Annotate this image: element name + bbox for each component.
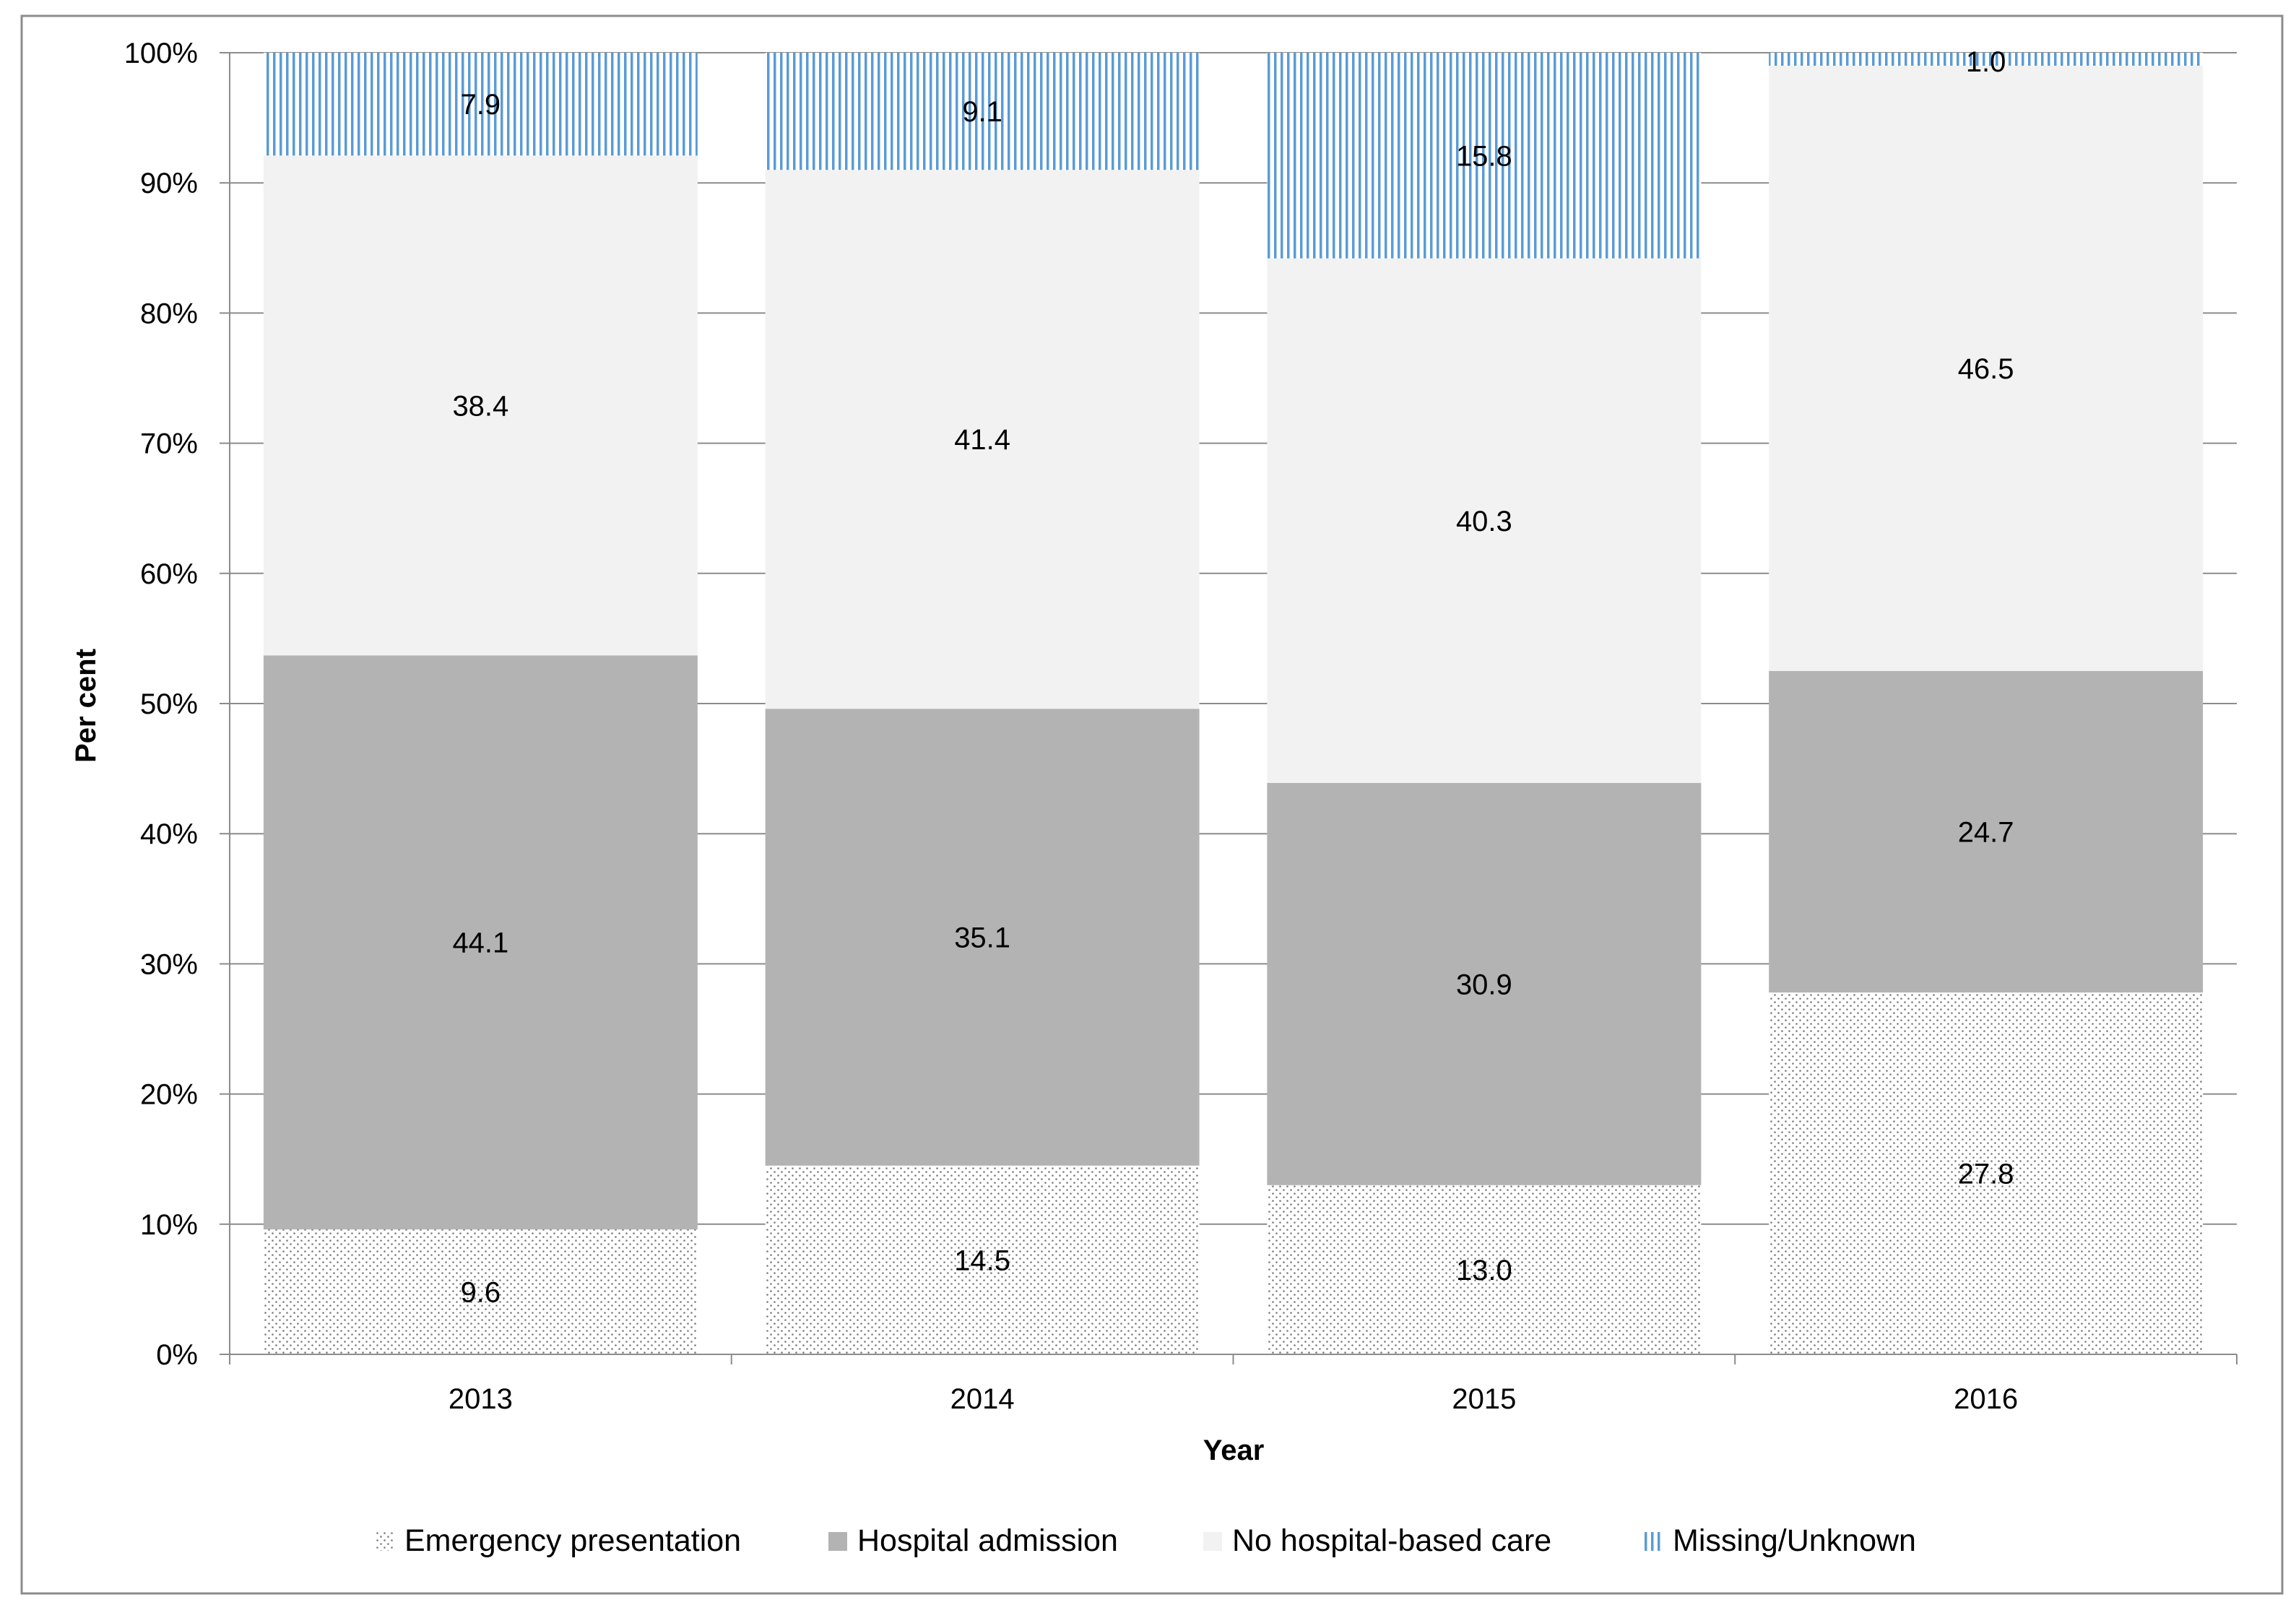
- bar-segment: [1769, 66, 2204, 671]
- data-label: 24.7: [1958, 816, 2014, 848]
- legend-swatch: [1644, 1532, 1663, 1551]
- bar-segment: [1267, 258, 1702, 783]
- data-label: 44.1: [452, 927, 508, 959]
- legend-item: No hospital-based care: [1203, 1523, 1551, 1558]
- y-tick-label: 100%: [124, 38, 198, 69]
- y-tick-label: 60%: [140, 558, 198, 590]
- bar-segment: [765, 53, 1200, 170]
- bar-segment: [1769, 992, 2204, 1354]
- y-tick-label: 20%: [140, 1079, 198, 1111]
- y-tick-label: 40%: [140, 818, 198, 850]
- legend-item: Hospital admission: [828, 1523, 1118, 1558]
- y-tick-label: 90%: [140, 168, 198, 199]
- y-tick-label: 10%: [140, 1209, 198, 1241]
- data-labels: 9.6 44.1 38.4 7.9 14.5 35.1 41.4 9.1 13.0 30.9 40.…: [452, 46, 2014, 1309]
- x-tick-label: 2014: [950, 1383, 1015, 1415]
- legend-item: Missing/Unknown: [1644, 1523, 1916, 1558]
- y-tick-label: 30%: [140, 948, 198, 980]
- bar-segment: [1267, 782, 1702, 1185]
- legend-label: Hospital admission: [857, 1523, 1118, 1558]
- legend-item: Emergency presentation: [376, 1523, 741, 1558]
- data-label: 30.9: [1456, 969, 1512, 1000]
- data-label: 1.0: [1966, 46, 2006, 78]
- data-label: 9.1: [962, 96, 1002, 128]
- data-label: 27.8: [1958, 1159, 2014, 1190]
- data-label: 15.8: [1456, 140, 1512, 172]
- legend-swatch: [1203, 1532, 1222, 1551]
- data-label: 7.9: [461, 89, 501, 121]
- y-axis-title: Per cent: [70, 649, 102, 763]
- bar-segment: [765, 709, 1200, 1166]
- bar-segment: [1769, 53, 2204, 66]
- data-label: 9.6: [461, 1277, 501, 1309]
- data-label: 40.3: [1456, 506, 1512, 537]
- legend-swatch: [376, 1532, 394, 1551]
- legend-swatch: [828, 1532, 847, 1551]
- x-tick-label: 2016: [1954, 1383, 2018, 1415]
- legend-label: Missing/Unknown: [1673, 1523, 1916, 1558]
- data-label: 35.1: [954, 922, 1010, 953]
- y-tick-label: 0%: [156, 1339, 198, 1371]
- data-label: 38.4: [452, 390, 508, 422]
- y-tick-labels: 0% 10% 20% 30% 40% 50% 60% 70% 80% 90% 100%: [124, 38, 198, 1371]
- data-label: 46.5: [1958, 353, 2014, 385]
- data-label: 14.5: [954, 1245, 1010, 1276]
- bar-segment: [765, 170, 1200, 709]
- bar-segment: [1267, 1185, 1702, 1354]
- data-label: 41.4: [954, 424, 1010, 456]
- x-axis-title: Year: [1203, 1435, 1265, 1466]
- bar-segment: [1769, 670, 2204, 993]
- bar-segment: [263, 53, 698, 156]
- legend-label: Emergency presentation: [404, 1523, 741, 1558]
- bars: [263, 53, 2204, 1354]
- x-tick-label: 2015: [1452, 1383, 1516, 1415]
- bar-segment: [765, 1165, 1200, 1354]
- axes: [229, 53, 2237, 1364]
- data-label: 13.0: [1456, 1255, 1512, 1286]
- legend-label: No hospital-based care: [1232, 1523, 1551, 1558]
- bar-segment: [263, 655, 698, 1230]
- bar-segment: [263, 155, 698, 656]
- x-tick-label: 2013: [449, 1383, 513, 1415]
- bar-segment: [263, 1229, 698, 1354]
- legend: Emergency presentation Hospital admission…: [376, 1523, 1916, 1558]
- x-tick-labels: 2013 2014 2015 2016: [449, 1383, 2018, 1415]
- y-tick-label: 80%: [140, 298, 198, 329]
- y-tick-label: 70%: [140, 428, 198, 460]
- y-tick-label: 50%: [140, 688, 198, 720]
- bar-segment: [1267, 53, 1702, 259]
